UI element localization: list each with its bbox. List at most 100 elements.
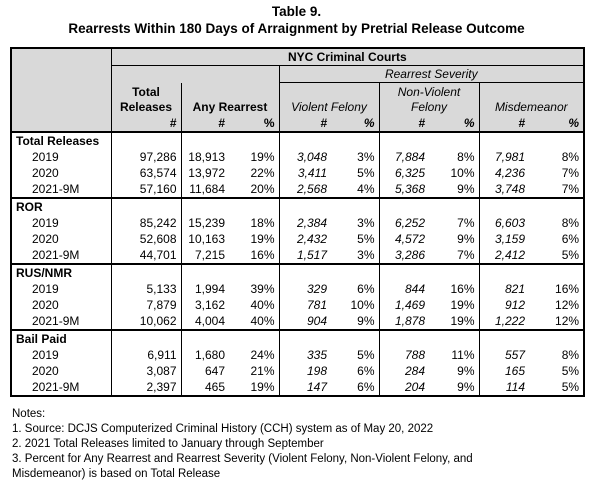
row-label: 2019 <box>32 281 59 296</box>
blank-cell <box>378 196 429 215</box>
cell: 6,325 <box>378 164 429 181</box>
cell: 3,159 <box>478 230 529 247</box>
cell: 57,160 <box>110 180 181 198</box>
cell: 19% <box>250 379 275 394</box>
cell: 7% <box>561 181 580 196</box>
table-title: Rearrests Within 180 Days of Arraignment… <box>68 21 525 36</box>
cell: 788 <box>378 346 429 363</box>
blank-cell <box>529 196 585 215</box>
blank-cell <box>229 328 279 347</box>
blank-cell <box>229 196 279 215</box>
cell: 7,215 <box>180 246 229 264</box>
cell: 3% <box>357 149 375 164</box>
column-header: Non-Violent Felony <box>378 82 479 115</box>
data-row: 2020 7,879 3,162 40% 781 10% 1,469 19% 912 12% <box>11 296 584 313</box>
cell: 4,236 <box>478 164 529 181</box>
column-header: Misdemeanor <box>478 82 585 115</box>
cell: 4,004 <box>180 312 229 330</box>
data-row: 2021-9M 44,701 7,215 16% 1,517 3% 3,286 7% 2,412… <box>11 246 584 264</box>
data-table: NYC Criminal Courts Rearrest Severity To… <box>10 47 586 397</box>
cell: 44,701 <box>110 246 181 264</box>
cell: 5% <box>357 165 375 180</box>
cell: 9% <box>457 231 475 246</box>
cell: 19% <box>450 313 475 328</box>
column-header: Violent Felony <box>278 82 379 115</box>
column-header: Total Releases <box>110 82 181 115</box>
column-header: Any Rearrest <box>180 82 279 115</box>
cell: 5,133 <box>110 280 181 297</box>
corner-cell <box>11 48 111 132</box>
cell: 3,748 <box>478 180 529 198</box>
cell: 3% <box>357 247 375 262</box>
data-row: 2021-9M 57,160 11,684 20% 2,568 4% 5,368 9% 3,74… <box>11 180 584 198</box>
blank-cell <box>110 196 181 215</box>
data-row: 2019 5,133 1,994 39% 329 6% 844 16% 821 16% <box>11 280 584 297</box>
cell: 2,412 <box>478 246 529 264</box>
cell: 63,574 <box>110 164 181 181</box>
blank-cell <box>429 328 479 347</box>
note: 3. Percent for Any Rearrest and Rearrest… <box>12 453 473 480</box>
cell: 8% <box>457 149 475 164</box>
cell: 16% <box>450 281 475 296</box>
cell: 329 <box>278 280 331 297</box>
cell: 465 <box>180 378 229 396</box>
blank-cell <box>278 196 331 215</box>
cell: 1,680 <box>180 346 229 363</box>
cell: 15,239 <box>180 214 229 231</box>
subheader: # <box>110 114 181 132</box>
cell: 114 <box>478 378 529 396</box>
data-row: 2020 52,608 10,163 19% 2,432 5% 4,572 9% 3,159 6% <box>11 230 584 247</box>
blank-cell <box>278 130 331 149</box>
cell: 6% <box>561 231 580 246</box>
cell: 335 <box>278 346 331 363</box>
blank-cell <box>429 262 479 281</box>
cell: 8% <box>561 347 580 362</box>
cell: 85,242 <box>110 214 181 231</box>
cell: 3,087 <box>110 362 181 379</box>
cell: 198 <box>278 362 331 379</box>
data-row: 2021-9M 2,397 465 19% 147 6% 204 9% 114 5% <box>11 378 584 396</box>
group-row: Total Releases <box>11 130 585 149</box>
group-label: Total Releases <box>11 130 111 149</box>
cell: 904 <box>278 312 331 330</box>
cell: 12% <box>555 297 580 312</box>
cell: 7% <box>457 215 475 230</box>
row-label: 2021-9M <box>32 379 80 394</box>
blank-cell <box>429 130 479 149</box>
cell: 2,397 <box>110 378 181 396</box>
cell: 18,913 <box>180 148 229 165</box>
subheader: # <box>478 114 529 132</box>
cell: 844 <box>378 280 429 297</box>
group-row: RUS/NMR <box>11 262 585 281</box>
row-label: 2021-9M <box>32 313 80 328</box>
data-row: 2019 97,286 18,913 19% 3,048 3% 7,884 8% 7,981 8% <box>11 148 584 165</box>
blank-cell <box>278 328 331 347</box>
cell: 19% <box>250 149 275 164</box>
cell: 165 <box>478 362 529 379</box>
table-body: Total Releases 2019 97,286 18,913 19% 3,048 3%… <box>11 130 585 396</box>
cell: 8% <box>561 215 580 230</box>
row-label: 2020 <box>32 297 59 312</box>
blank-cell <box>529 328 585 347</box>
note: 2. 2021 Total Releases limited to Januar… <box>12 438 324 450</box>
cell: 1,469 <box>378 296 429 313</box>
data-row: 2019 85,242 15,239 18% 2,384 3% 6,252 7% 6,603 8% <box>11 214 584 231</box>
court-header: NYC Criminal Courts <box>110 48 585 66</box>
cell: 19% <box>450 297 475 312</box>
cell: 10% <box>450 165 475 180</box>
cell: 16% <box>555 281 580 296</box>
blank-cell <box>429 196 479 215</box>
cell: 2,384 <box>278 214 331 231</box>
cell: 10% <box>350 297 375 312</box>
row-label: 2019 <box>32 215 59 230</box>
data-row: 2019 6,911 1,680 24% 335 5% 788 11% 557 8% <box>11 346 584 363</box>
subheader: % <box>229 114 279 132</box>
note: Notes: <box>12 408 46 420</box>
cell: 7% <box>457 247 475 262</box>
cell: 40% <box>250 297 275 312</box>
cell: 5% <box>357 347 375 362</box>
blank-cell <box>110 328 181 347</box>
cell: 10,163 <box>180 230 229 247</box>
table-number: Table 9. <box>271 4 322 19</box>
blank-cell <box>278 262 331 281</box>
